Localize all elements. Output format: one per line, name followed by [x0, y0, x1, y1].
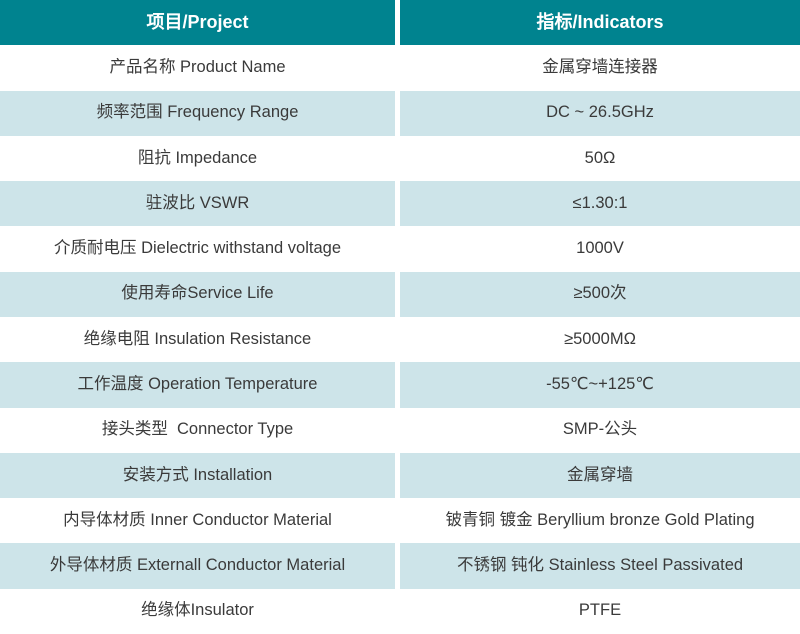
project-cell: 绝缘体Insulator	[141, 601, 254, 620]
project-cell: 阻抗 Impedance	[137, 148, 258, 167]
project-cell: 绝缘电阻 Insulation Resistance	[83, 329, 312, 348]
indicator-cell: PTFE	[395, 588, 800, 634]
table-row: 频率范围 Frequency Range DC ~ 26.5GHz	[0, 90, 800, 136]
table-row: 介质耐电压 Dielectric withstand voltage 1000V	[0, 226, 800, 272]
table-row: 绝缘体Insulator PTFE	[0, 588, 800, 634]
table-row: 安装方式 Installation 金属穿墙	[0, 452, 800, 499]
indicator-cell: DC ~ 26.5GHz	[395, 90, 800, 136]
project-cell: 驻波比 VSWR	[145, 193, 250, 212]
indicator-cell: -55℃~+125℃	[395, 362, 800, 408]
indicator-cell: 铍青铜 镀金 Beryllium bronze Gold Plating	[395, 498, 800, 544]
table-row: 接头类型 Connector Type SMP-公头	[0, 407, 800, 453]
project-cell: 工作温度 Operation Temperature	[77, 374, 318, 393]
table-row: 产品名称 Product Name 金属穿墙连接器	[0, 45, 800, 91]
project-cell: 内导体材质 Inner Conductor Material	[63, 510, 332, 529]
indicator-cell: 金属穿墙	[395, 452, 800, 499]
table-row: 外导体材质 Externall Conductor Material 不锈钢 钝…	[0, 543, 800, 589]
table-row: 工作温度 Operation Temperature -55℃~+125℃	[0, 362, 800, 408]
project-cell: 外导体材质 Externall Conductor Material	[49, 556, 346, 575]
table-row: 使用寿命Service Life ≥500次	[0, 271, 800, 317]
project-cell: 安装方式 Installation	[122, 465, 273, 484]
indicator-cell: 金属穿墙连接器	[395, 45, 800, 91]
column-header-indicators: 指标/Indicators	[395, 0, 800, 46]
table-row: 内导体材质 Inner Conductor Material 铍青铜 镀金 Be…	[0, 498, 800, 544]
indicator-cell: 不锈钢 钝化 Stainless Steel Passivated	[395, 543, 800, 589]
project-cell: 介质耐电压 Dielectric withstand voltage	[53, 239, 341, 258]
project-cell: 使用寿命Service Life	[121, 284, 274, 303]
table-row: 绝缘电阻 Insulation Resistance ≥5000MΩ	[0, 316, 800, 363]
project-cell: 接头类型 Connector Type	[101, 420, 294, 439]
indicator-cell: ≥5000MΩ	[395, 316, 800, 363]
project-cell: 频率范围 Frequency Range	[96, 103, 299, 122]
table-row: 驻波比 VSWR ≤1.30:1	[0, 181, 800, 227]
indicator-cell: 1000V	[395, 226, 800, 272]
indicator-cell: SMP-公头	[395, 407, 800, 453]
column-header-project: 项目/Project	[146, 11, 249, 32]
indicator-cell: 50Ω	[395, 135, 800, 182]
project-cell: 产品名称 Product Name	[109, 58, 286, 77]
indicator-cell: ≤1.30:1	[395, 181, 800, 227]
table-header-row: 项目/Project 指标/Indicators	[0, 0, 800, 46]
indicator-cell: ≥500次	[395, 271, 800, 317]
table-row: 阻抗 Impedance 50Ω	[0, 135, 800, 182]
